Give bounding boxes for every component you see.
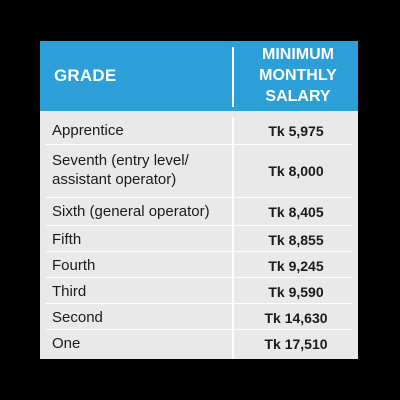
column-divider [232, 117, 234, 359]
row-divider [46, 277, 352, 278]
grade-cell: Fourth [52, 257, 96, 274]
grade-cell: Seventh (entry level/ assistant operator… [52, 152, 189, 188]
salary-cell: Tk 9,245 [268, 258, 324, 274]
salary-cell: Tk 14,630 [264, 310, 328, 326]
grade-cell: One [52, 335, 81, 352]
salary-header-line: SALARY [265, 88, 331, 105]
salary-cell: Tk 5,975 [268, 123, 324, 139]
grade-cell: Fifth [52, 231, 82, 248]
grade-cell: Apprentice [52, 122, 124, 139]
salary-table: GRADE MINIMUM MONTHLY SALARY Apprentice … [40, 41, 358, 359]
table-row: Fifth Tk 8,855 [40, 226, 358, 251]
grade-cell: Third [52, 283, 87, 300]
salary-column-header: MINIMUM MONTHLY SALARY [240, 44, 356, 107]
table-row: Second Tk 14,630 [40, 304, 358, 329]
row-divider [46, 144, 352, 145]
table-row: Seventh (entry level/ assistant operator… [40, 145, 358, 195]
header-divider [232, 47, 234, 107]
row-divider [46, 225, 352, 226]
table-header: GRADE MINIMUM MONTHLY SALARY [40, 41, 358, 111]
table-row: Fourth Tk 9,245 [40, 252, 358, 277]
row-divider [46, 329, 352, 330]
row-divider [46, 303, 352, 304]
salary-header-line: MONTHLY [259, 67, 337, 84]
row-divider [46, 197, 352, 198]
grade-cell: Second [52, 309, 103, 326]
salary-cell: Tk 9,590 [268, 284, 324, 300]
salary-cell: Tk 8,000 [268, 163, 324, 179]
row-divider [46, 251, 352, 252]
table-row: Sixth (general operator) Tk 8,405 [40, 198, 358, 223]
salary-cell: Tk 17,510 [264, 336, 328, 352]
table-row: One Tk 17,510 [40, 330, 358, 355]
table-row: Apprentice Tk 5,975 [40, 117, 358, 143]
table-row: Third Tk 9,590 [40, 278, 358, 303]
grade-cell: Sixth (general operator) [52, 203, 210, 220]
salary-cell: Tk 8,405 [268, 204, 324, 220]
grade-column-header: GRADE [54, 66, 117, 85]
salary-cell: Tk 8,855 [268, 232, 324, 248]
salary-header-line: MINIMUM [262, 46, 334, 63]
